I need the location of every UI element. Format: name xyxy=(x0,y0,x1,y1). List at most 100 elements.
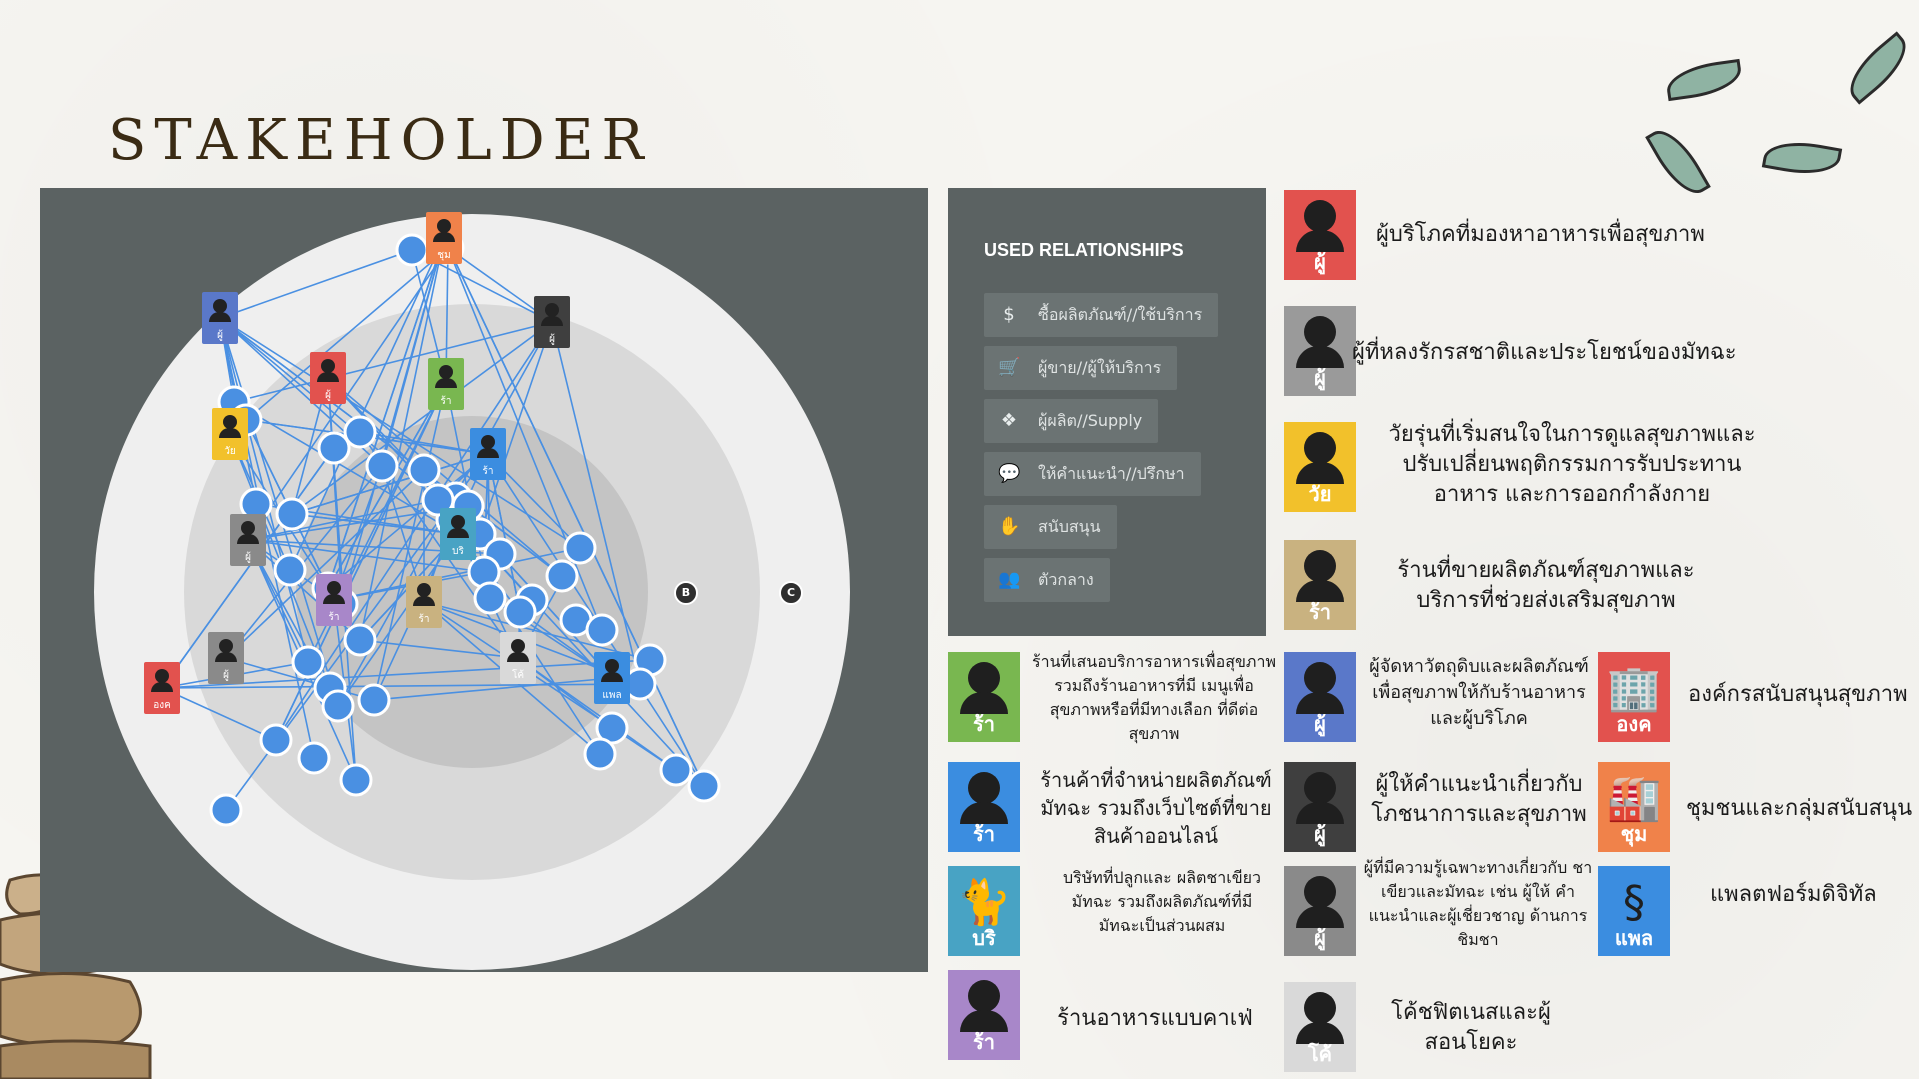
relationship-line xyxy=(517,657,677,771)
relationship-line xyxy=(247,499,439,541)
stakeholder-pin[interactable]: ผู้ xyxy=(310,352,346,404)
legend-text-health-org: องค์กรสนับสนุนสุขภาพ xyxy=(1688,682,1908,707)
relationship-line xyxy=(327,383,447,589)
stakeholder-pin[interactable]: ผู้ xyxy=(208,632,244,684)
relationship-node xyxy=(687,769,721,803)
relationship-support[interactable]: ✋ สนับสนุน xyxy=(984,505,1117,549)
ring-marker-b[interactable]: B xyxy=(674,581,698,605)
relationship-line xyxy=(359,639,519,659)
relationship-node xyxy=(273,553,307,587)
legend-icon-health-org: 🏢 องค xyxy=(1598,652,1670,742)
legend-text-fitness-coach: โค้ชฟิตเนสและผู้ สอนโยคะ xyxy=(1391,1000,1551,1055)
relationship-node xyxy=(563,531,597,565)
legend-icon-community: 🏭 ชุม xyxy=(1598,762,1670,852)
stakeholder-pin[interactable]: ผู้ xyxy=(230,514,266,566)
relationship-line xyxy=(233,321,553,403)
legend-text-teen: วัยรุ่นที่เริ่มสนใจในการดูแลสุขภาพและ ปร… xyxy=(1388,422,1756,507)
legend-text-health-shop: ร้านที่ขายผลิตภัณฑ์สุขภาพและ บริการที่ช่… xyxy=(1397,558,1695,613)
relationship-node xyxy=(659,753,693,787)
stakeholder-pin[interactable]: ผู้ xyxy=(534,296,570,348)
stakeholder-pin[interactable]: โค้ xyxy=(500,632,536,684)
legend-text-matcha-store: ร้านค้าที่จำหน่ายผลิตภัณฑ์มัทฉะ รวมถึงเว… xyxy=(1040,768,1272,848)
relationship-label: ผู้ผลิต//Supply xyxy=(1038,411,1143,430)
relationship-intermediary[interactable]: 👥 ตัวกลาง xyxy=(984,558,1110,602)
relationship-seller[interactable]: 🛒 ผู้ขาย//ผู้ให้บริการ xyxy=(984,346,1178,390)
relationship-node xyxy=(275,497,309,531)
relationship-node xyxy=(583,737,617,771)
relationship-node xyxy=(209,793,243,827)
relationship-label: สนับสนุน xyxy=(1038,517,1101,536)
relationship-line xyxy=(327,237,445,589)
relationship-line xyxy=(423,601,677,771)
legend-text-matcha-lover: ผู้ที่หลงรักรสชาติและประโยชน์ของมัทฉะ xyxy=(1352,340,1737,365)
legend-text-nutrition-advisor: ผู้ให้คำแนะนำเกี่ยวกับ โภชนาการและสุขภาพ xyxy=(1371,772,1587,827)
stakeholder-pin[interactable]: องค xyxy=(144,662,180,714)
relationship-buy[interactable]: $ ซื้อผลิตภัณฑ์//ใช้บริการ xyxy=(984,293,1219,337)
cat-icon: 🐈 xyxy=(956,877,1012,928)
section-icon: § xyxy=(1623,877,1645,928)
stakeholder-pin[interactable]: บริ xyxy=(440,508,476,560)
legend-icon-matcha-company: 🐈 บริ xyxy=(948,866,1020,956)
relationship-line xyxy=(487,453,521,613)
relationship-label: ซื้อผลิตภัณฑ์//ใช้บริการ xyxy=(1038,305,1203,324)
support-icon: ✋ xyxy=(998,516,1021,537)
relationship-node xyxy=(291,645,325,679)
stakeholder-map-panel[interactable]: ชุม ผู้ ผู้ ผู้ ร้า วัย ร้า บริ ผู้ ร้า ร้า องค ผู้โ… xyxy=(40,188,928,972)
relationship-label: ให้คำแนะนำ//ปรึกษา xyxy=(1038,464,1185,483)
relationship-line xyxy=(289,237,445,571)
relationship-node xyxy=(259,723,293,757)
stakeholder-pin[interactable]: วัย xyxy=(212,408,248,460)
relationship-line xyxy=(341,237,445,605)
relationship-line xyxy=(327,453,489,589)
relationship-line xyxy=(219,249,413,319)
relationship-line xyxy=(373,383,447,701)
legend-icon-nutrition-advisor: ผู้ xyxy=(1284,762,1356,852)
relationship-node xyxy=(407,453,441,487)
page-title: STAKEHOLDER xyxy=(108,108,652,173)
stakeholder-pin[interactable]: ร้า xyxy=(406,576,442,628)
legend-icon-matcha-store: ร้า xyxy=(948,762,1020,852)
stakeholder-pin[interactable]: ชุม xyxy=(426,212,462,264)
chat-icon: 💬 xyxy=(998,463,1021,484)
relationship-supply[interactable]: ❖ ผู้ผลิต//Supply xyxy=(984,399,1159,443)
relationship-node xyxy=(297,741,331,775)
relationship-line xyxy=(161,447,335,689)
legend-icon-digital-platform: § แพล xyxy=(1598,866,1670,956)
cart-icon: 🛒 xyxy=(998,357,1021,378)
relationship-line xyxy=(333,547,581,601)
legend-icon-consumer: ผู้ xyxy=(1284,190,1356,280)
relationship-node xyxy=(473,581,507,615)
relationship-node xyxy=(545,559,579,593)
stakeholder-pin[interactable]: ร้า xyxy=(470,428,506,480)
legend-icon-fitness-coach: โค้ xyxy=(1284,982,1356,1072)
building-icon: 🏢 xyxy=(1606,663,1662,714)
relationship-advice[interactable]: 💬 ให้คำแนะนำ//ปรึกษา xyxy=(984,452,1201,496)
legend-icon-matcha-lover: ผู้ xyxy=(1284,306,1356,396)
relationship-line xyxy=(443,237,705,787)
users-icon: 👥 xyxy=(998,569,1021,590)
relationship-node xyxy=(317,431,351,465)
legend-text-consumer: ผู้บริโภคที่มองหาอาหารเพื่อสุขภาพ xyxy=(1376,222,1705,247)
money-bag-icon: $ xyxy=(1003,304,1015,325)
legend-text-digital-platform: แพลตฟอร์มดิจิทัล xyxy=(1710,882,1877,907)
relationships-panel: USED RELATIONSHIPS $ ซื้อผลิตภัณฑ์//ใช้บ… xyxy=(948,188,1266,636)
factory-icon: 🏭 xyxy=(1606,773,1662,824)
dropbox-icon: ❖ xyxy=(1000,410,1018,431)
relationship-node xyxy=(321,689,355,723)
stakeholder-pin[interactable]: ร้า xyxy=(316,574,352,626)
stakeholder-pin[interactable]: แพล xyxy=(594,652,630,704)
stakeholder-pin[interactable]: ร้า xyxy=(428,358,464,410)
relationship-line xyxy=(327,377,563,577)
ring-marker-c[interactable]: C xyxy=(779,581,803,605)
relationships-heading: USED RELATIONSHIPS xyxy=(984,240,1184,260)
legend-text-community: ชุมชนและกลุ่มสนับสนุน xyxy=(1686,796,1913,821)
legend-text-cafe: ร้านอาหารแบบคาเฟ่ xyxy=(1057,1006,1253,1031)
legend-text-supplier: ผู้จัดหาวัตถุดิบและผลิตภัณฑ์ เพื่อสุขภาพ… xyxy=(1369,656,1589,729)
relationship-label: ผู้ขาย//ผู้ให้บริการ xyxy=(1038,358,1162,377)
relationship-node xyxy=(585,613,619,647)
stakeholder-pin[interactable]: ผู้ xyxy=(202,292,238,344)
relationship-node xyxy=(357,683,391,717)
legend-icon-cafe: ร้า xyxy=(948,970,1020,1060)
relationship-line xyxy=(291,453,489,515)
relationship-line xyxy=(225,469,425,659)
